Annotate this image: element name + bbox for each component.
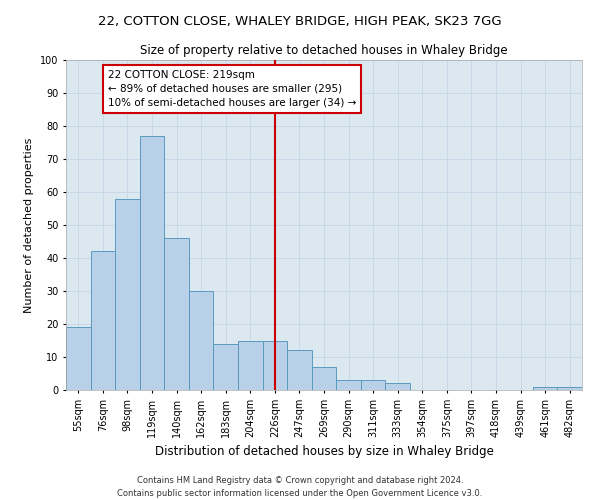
Bar	[263, 340, 287, 390]
Bar	[385, 384, 410, 390]
Bar	[533, 386, 557, 390]
Bar	[361, 380, 385, 390]
Bar	[287, 350, 312, 390]
Text: 22 COTTON CLOSE: 219sqm
← 89% of detached houses are smaller (295)
10% of semi-d: 22 COTTON CLOSE: 219sqm ← 89% of detache…	[108, 70, 356, 108]
Bar	[557, 386, 582, 390]
Text: 22, COTTON CLOSE, WHALEY BRIDGE, HIGH PEAK, SK23 7GG: 22, COTTON CLOSE, WHALEY BRIDGE, HIGH PE…	[98, 15, 502, 28]
Bar	[140, 136, 164, 390]
Bar	[66, 328, 91, 390]
Bar	[312, 367, 336, 390]
Bar	[164, 238, 189, 390]
Bar	[238, 340, 263, 390]
Bar	[189, 291, 214, 390]
Title: Size of property relative to detached houses in Whaley Bridge: Size of property relative to detached ho…	[140, 44, 508, 58]
X-axis label: Distribution of detached houses by size in Whaley Bridge: Distribution of detached houses by size …	[155, 446, 493, 458]
Bar	[336, 380, 361, 390]
Y-axis label: Number of detached properties: Number of detached properties	[25, 138, 34, 312]
Text: Contains HM Land Registry data © Crown copyright and database right 2024.
Contai: Contains HM Land Registry data © Crown c…	[118, 476, 482, 498]
Bar	[91, 252, 115, 390]
Bar	[115, 198, 140, 390]
Bar	[214, 344, 238, 390]
